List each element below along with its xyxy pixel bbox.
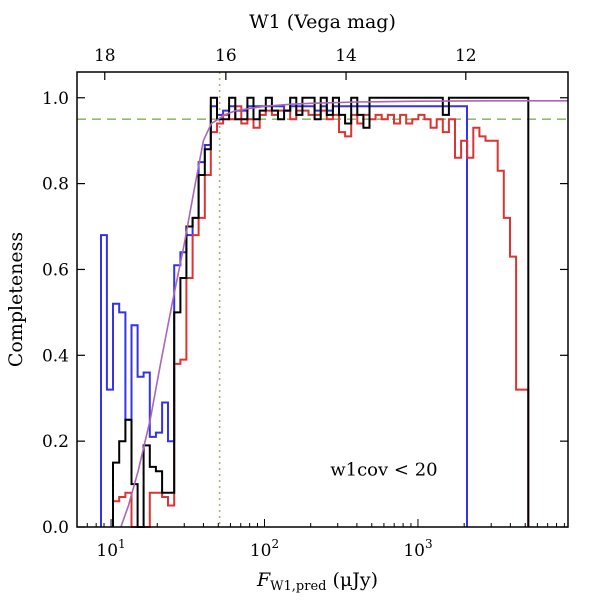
- x-tick-label-base: 10: [96, 541, 118, 561]
- axis-ticks: [76, 72, 568, 528]
- annotation-text: w1cov < 20: [330, 459, 437, 480]
- axes-frame: [76, 71, 569, 528]
- y-axis-title: Completeness: [5, 232, 27, 367]
- x-tick-label: 102: [250, 537, 279, 561]
- top-axis-tick-label: 18: [94, 46, 116, 66]
- y-tick-label: 0.0: [42, 518, 69, 538]
- x-axis-title-main: F: [256, 569, 271, 591]
- y-tick-label: 0.4: [42, 346, 69, 366]
- top-axis-tick-label: 14: [335, 46, 357, 66]
- series-line-3: [120, 100, 568, 528]
- x-axis-title-sub: W1,pred: [270, 579, 326, 594]
- x-axis-title-unit: (μJy): [326, 569, 378, 591]
- top-axis-tick-label: 12: [455, 46, 477, 66]
- x-tick-label: 103: [403, 537, 432, 561]
- x-tick-label-exponent: 3: [425, 537, 433, 551]
- y-tick-label: 1.0: [42, 89, 69, 109]
- y-tick-label: 0.8: [42, 175, 69, 195]
- x-tick-label-exponent: 2: [272, 537, 280, 551]
- annotations: w1cov < 20: [330, 459, 437, 480]
- data-series: [100, 96, 568, 528]
- x-axis-title: FW1,pred (μJy): [256, 569, 378, 594]
- x-tick-label: 101: [96, 537, 125, 561]
- x-tick-label-exponent: 1: [118, 537, 126, 551]
- reference-lines: [77, 72, 568, 527]
- x-tick-label-base: 10: [403, 541, 425, 561]
- top-axis-tick-label: 16: [215, 46, 237, 66]
- x-tick-label-base: 10: [250, 541, 272, 561]
- y-tick-label: 0.2: [42, 432, 69, 452]
- series-line-2: [112, 96, 530, 528]
- top-axis-title: W1 (Vega mag): [249, 11, 396, 33]
- y-tick-label: 0.6: [42, 260, 69, 280]
